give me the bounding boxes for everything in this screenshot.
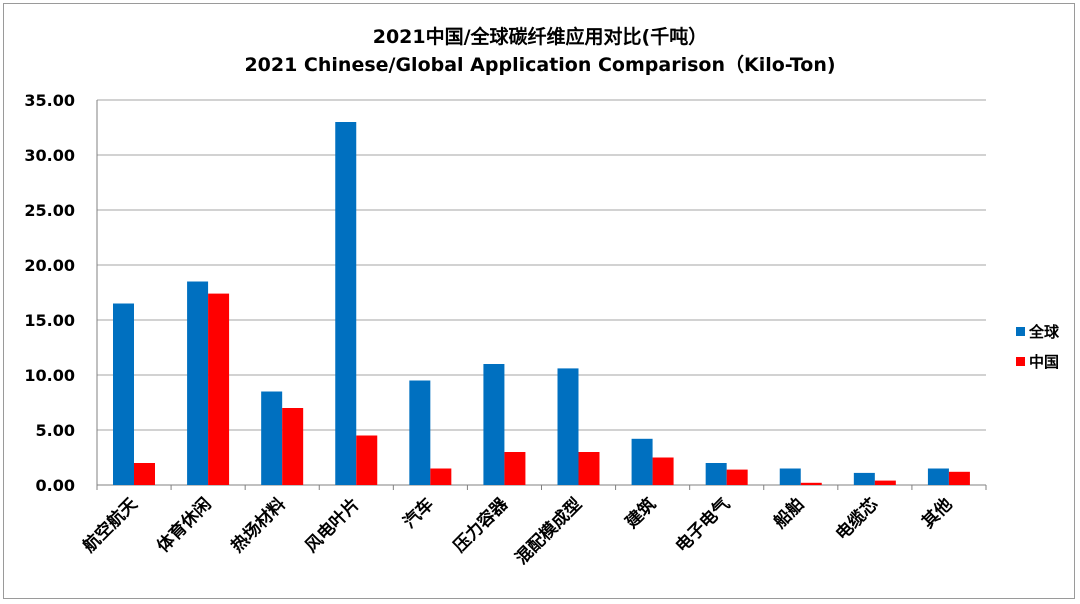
bar-global (261, 391, 283, 485)
legend-label-china: 中国 (1029, 352, 1060, 371)
bar-china (874, 480, 896, 485)
bar-china (282, 408, 304, 485)
chart-title: 2021中国/全球碳纤维应用对比(千吨） (372, 26, 708, 48)
chart-subtitle: 2021 Chinese/Global Application Comparis… (244, 54, 836, 76)
y-tick-label: 30.00 (24, 146, 75, 165)
bar-china (356, 435, 378, 485)
bar-global (853, 472, 875, 485)
bar-china (504, 452, 526, 485)
x-tick-label: 其他 (918, 494, 957, 533)
bar-global (483, 364, 505, 485)
bar-global (409, 380, 431, 485)
x-tick-label: 建筑 (621, 494, 660, 533)
bar-china (652, 457, 674, 485)
legend-swatch-china (1016, 356, 1025, 366)
bar-china (800, 482, 822, 485)
chart-frame (3, 3, 1075, 599)
y-tick-label: 5.00 (36, 421, 75, 440)
bar-global (187, 281, 209, 485)
x-tick-label: 电子电气 (671, 494, 734, 557)
legend-swatch-global (1016, 326, 1025, 336)
x-tick-label: 体育休闲 (153, 494, 216, 557)
bar-china (208, 293, 230, 485)
legend: 全球 中国 (1016, 316, 1059, 376)
x-tick-label: 汽车 (399, 494, 438, 533)
bar-global (113, 303, 134, 485)
y-tick-label: 15.00 (24, 311, 75, 330)
x-tick-label: 航空航天 (79, 493, 143, 557)
legend-item-global: 全球 (1016, 316, 1059, 346)
bar-global (927, 468, 949, 485)
bar-china (578, 452, 600, 485)
x-tick-label: 风电叶片 (301, 494, 364, 557)
bar-global (557, 368, 579, 485)
y-tick-label: 20.00 (24, 256, 75, 275)
bar-china (430, 468, 452, 485)
bar-china (726, 469, 748, 485)
y-tick-label: 0.00 (36, 476, 75, 495)
x-tick-label: 热场材料 (227, 494, 290, 557)
bar-china (134, 463, 155, 485)
bar-global (705, 463, 727, 485)
x-tick-label: 电缆芯 (831, 494, 882, 545)
bar-global (779, 468, 801, 485)
x-tick-label: 混配模成型 (511, 494, 586, 569)
y-tick-label: 25.00 (24, 201, 75, 220)
legend-label-global: 全球 (1029, 322, 1060, 341)
y-tick-label: 10.00 (24, 366, 75, 385)
y-tick-label: 35.00 (24, 91, 75, 110)
legend-item-china: 中国 (1016, 346, 1059, 376)
x-tick-label: 船舶 (769, 494, 808, 533)
x-tick-label: 压力容器 (449, 493, 513, 557)
bar-global (631, 438, 653, 485)
bar-global (335, 122, 357, 485)
bar-china (948, 471, 970, 485)
